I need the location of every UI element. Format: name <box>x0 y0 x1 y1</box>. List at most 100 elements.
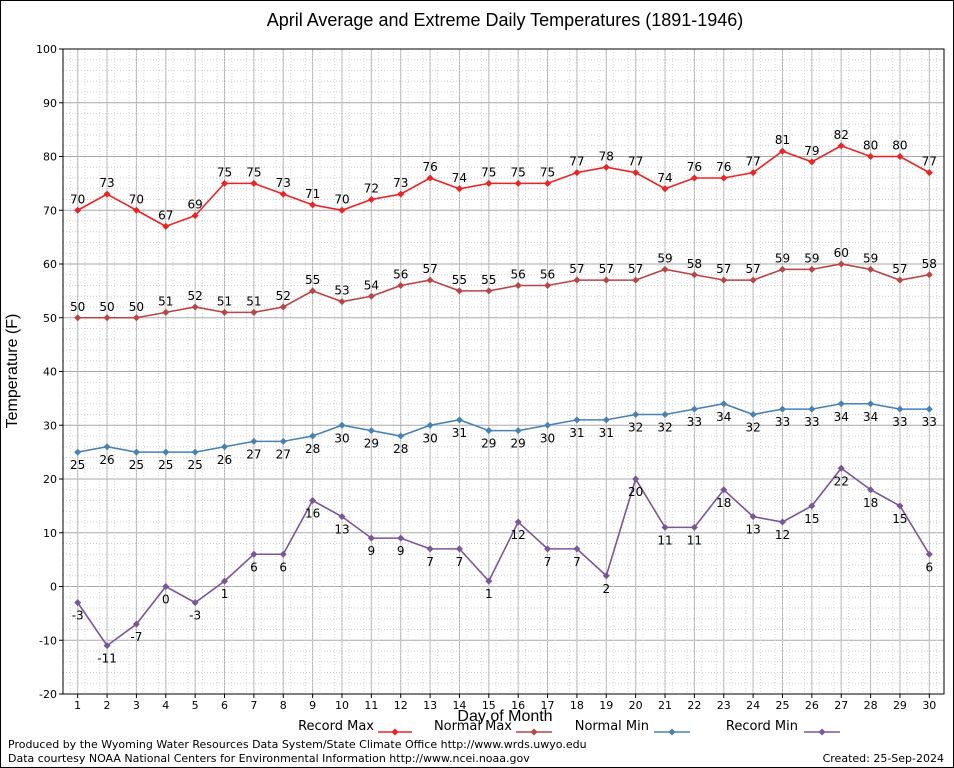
x-tick-label: 19 <box>599 699 613 712</box>
data-point <box>162 308 170 316</box>
series-record-max: 70 73 70 67 69 75 75 73 71 70 72 73 76 74 75 75 75 77 78 77… <box>70 128 937 230</box>
data-label: 75 <box>511 165 526 179</box>
data-label: 60 <box>834 246 849 260</box>
legend-item: Record Min <box>726 719 840 736</box>
data-label: 6 <box>925 560 933 574</box>
data-point <box>221 308 229 316</box>
data-label: 25 <box>70 458 85 472</box>
data-point <box>896 502 904 510</box>
data-label: 29 <box>511 437 526 451</box>
data-label: 11 <box>657 533 672 547</box>
data-point <box>397 534 405 542</box>
x-tick-label: 12 <box>394 699 408 712</box>
data-label: 28 <box>393 442 408 456</box>
data-point <box>338 206 346 214</box>
data-label: 73 <box>99 176 114 190</box>
data-label: 28 <box>305 442 320 456</box>
y-tick-label: 10 <box>43 527 57 540</box>
data-point <box>514 427 522 435</box>
data-label: -11 <box>97 652 117 666</box>
data-label: 31 <box>452 426 467 440</box>
data-label: 57 <box>599 262 614 276</box>
legend-item: Normal Max <box>434 719 552 736</box>
data-point <box>367 196 375 203</box>
x-tick-label: 7 <box>250 699 257 712</box>
data-point <box>309 432 317 440</box>
data-point <box>338 298 346 306</box>
y-tick-label: 60 <box>43 258 57 271</box>
data-label: 75 <box>481 165 496 179</box>
data-label: 51 <box>158 294 173 308</box>
data-point <box>896 276 904 284</box>
data-point <box>426 421 434 429</box>
x-tick-label: 4 <box>162 699 169 712</box>
data-point <box>837 464 845 472</box>
data-label: 59 <box>657 251 672 265</box>
data-point <box>632 411 640 418</box>
data-point <box>103 190 111 198</box>
data-label: 54 <box>364 278 379 292</box>
data-label: 30 <box>540 431 555 445</box>
data-label: 56 <box>540 268 555 282</box>
data-label: 74 <box>452 171 467 185</box>
data-label: 1 <box>221 587 229 601</box>
data-label: 82 <box>834 128 849 142</box>
data-label: 75 <box>246 165 261 179</box>
data-point <box>749 169 757 177</box>
data-label: 78 <box>599 149 614 163</box>
data-point <box>661 265 669 273</box>
data-label: 22 <box>834 474 849 488</box>
data-label: 27 <box>276 447 291 461</box>
data-label: 69 <box>188 198 203 212</box>
data-point <box>602 416 610 424</box>
data-point <box>867 153 875 160</box>
data-label: 30 <box>334 431 349 445</box>
x-tick-label: 25 <box>775 699 789 712</box>
data-label: 58 <box>687 257 702 271</box>
data-label: 55 <box>305 273 320 287</box>
data-point <box>426 276 434 284</box>
data-point <box>191 212 199 220</box>
data-label: -3 <box>189 609 201 623</box>
series-normal-min: 25 26 25 25 25 26 27 27 28 30 29 28 30 31 29 29 30 31 31 32… <box>70 400 937 472</box>
data-label: 59 <box>863 251 878 265</box>
data-label: 7 <box>573 555 581 569</box>
footer-data-courtesy: Data courtesy NOAA National Centers for … <box>8 752 530 765</box>
data-point <box>250 308 258 316</box>
data-label: 77 <box>922 155 937 169</box>
data-label: 16 <box>305 507 320 521</box>
data-label: 52 <box>276 289 291 303</box>
data-label: 57 <box>745 262 760 276</box>
data-point <box>749 276 757 284</box>
data-point <box>573 276 581 284</box>
legend-item: Normal Min <box>575 719 690 736</box>
data-label: 59 <box>804 251 819 265</box>
data-label: 26 <box>217 453 232 467</box>
y-tick-label: 40 <box>43 366 57 379</box>
data-point <box>778 405 786 413</box>
data-label: 80 <box>863 139 878 153</box>
y-tick-label: -20 <box>39 688 57 701</box>
data-point <box>514 518 522 526</box>
data-label: 56 <box>393 268 408 282</box>
data-point <box>221 577 229 585</box>
y-tick-label: 50 <box>43 312 57 325</box>
data-label: 33 <box>922 415 937 429</box>
data-label: 32 <box>745 421 760 435</box>
data-point <box>279 550 287 558</box>
data-point <box>602 276 610 284</box>
y-tick-label: 30 <box>43 419 57 432</box>
data-label: 67 <box>158 208 173 222</box>
data-point <box>162 448 170 456</box>
data-point <box>309 497 317 504</box>
data-point <box>485 577 493 585</box>
data-label: -7 <box>130 630 142 644</box>
x-tick-label: 26 <box>805 699 819 712</box>
data-label: 18 <box>716 496 731 510</box>
data-label: 9 <box>397 544 405 558</box>
data-point <box>632 169 640 177</box>
data-label: 31 <box>569 426 584 440</box>
data-label: 76 <box>687 160 702 174</box>
data-point <box>632 276 640 284</box>
